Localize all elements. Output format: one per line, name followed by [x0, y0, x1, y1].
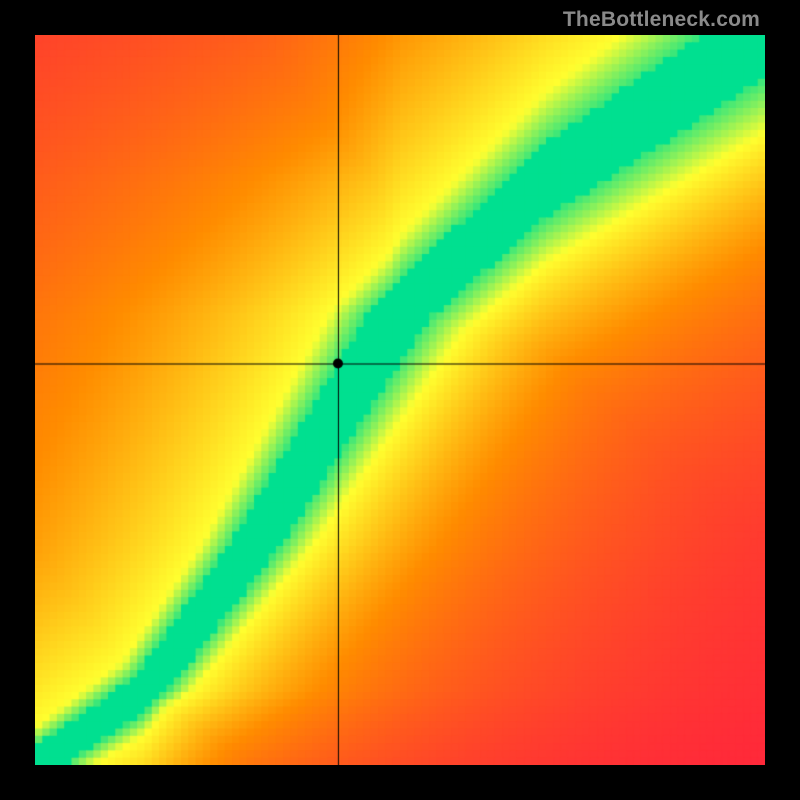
watermark: TheBottleneck.com: [563, 8, 760, 32]
heatmap-canvas: [35, 35, 765, 765]
container: TheBottleneck.com: [0, 0, 800, 800]
plot-area: [35, 35, 765, 765]
